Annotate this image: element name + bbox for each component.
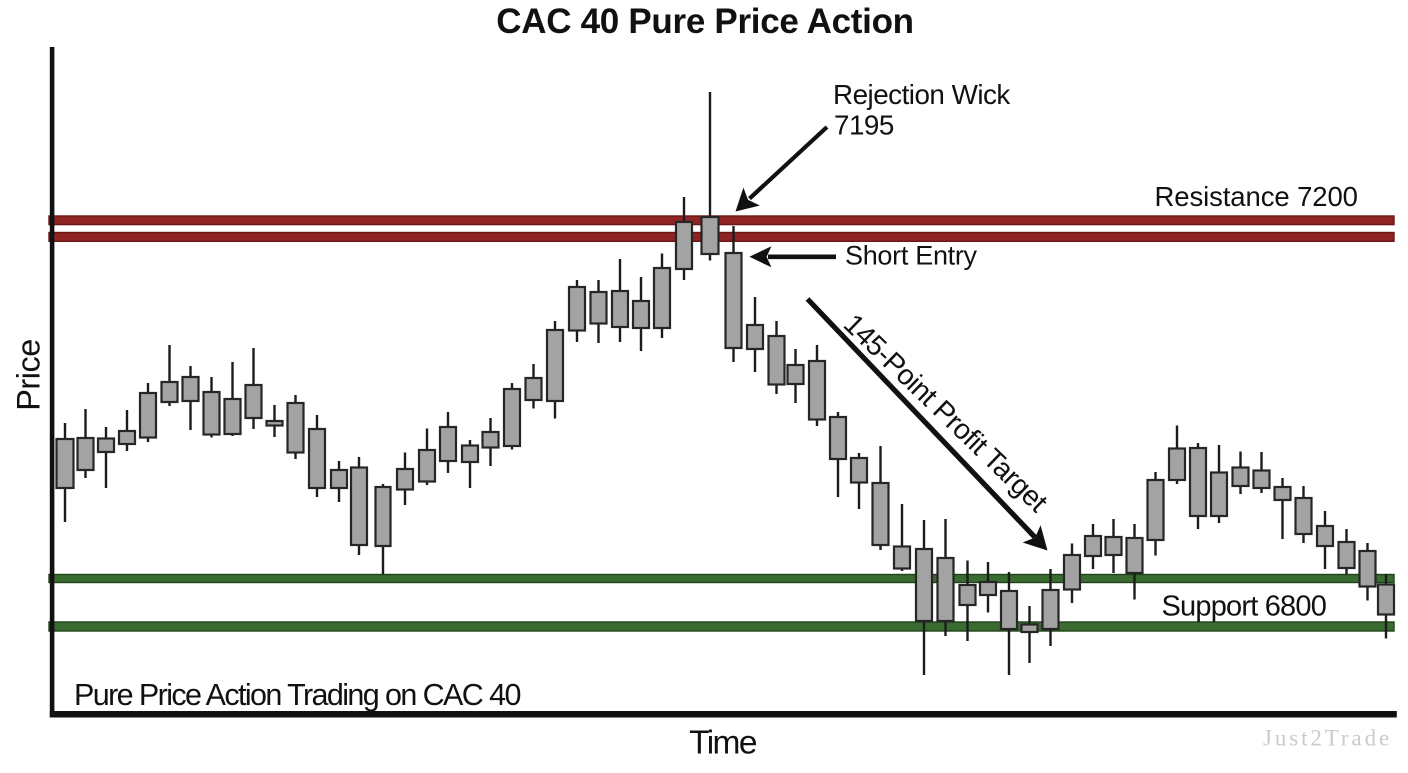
svg-text:Just2Trade: Just2Trade <box>1263 726 1392 751</box>
svg-text:Resistance 7200: Resistance 7200 <box>1155 181 1358 212</box>
svg-text:Rejection Wick: Rejection Wick <box>833 79 1010 110</box>
svg-text:Price: Price <box>11 339 47 411</box>
svg-text:Support 6800: Support 6800 <box>1162 591 1327 623</box>
svg-text:Time: Time <box>689 725 757 762</box>
svg-text:Pure Price Action Trading on C: Pure Price Action Trading on CAC 40 <box>74 678 520 712</box>
svg-text:CAC 40 Pure Price Action: CAC 40 Pure Price Action <box>496 2 913 41</box>
svg-text:7195: 7195 <box>834 110 894 141</box>
svg-text:Short Entry: Short Entry <box>845 241 978 271</box>
